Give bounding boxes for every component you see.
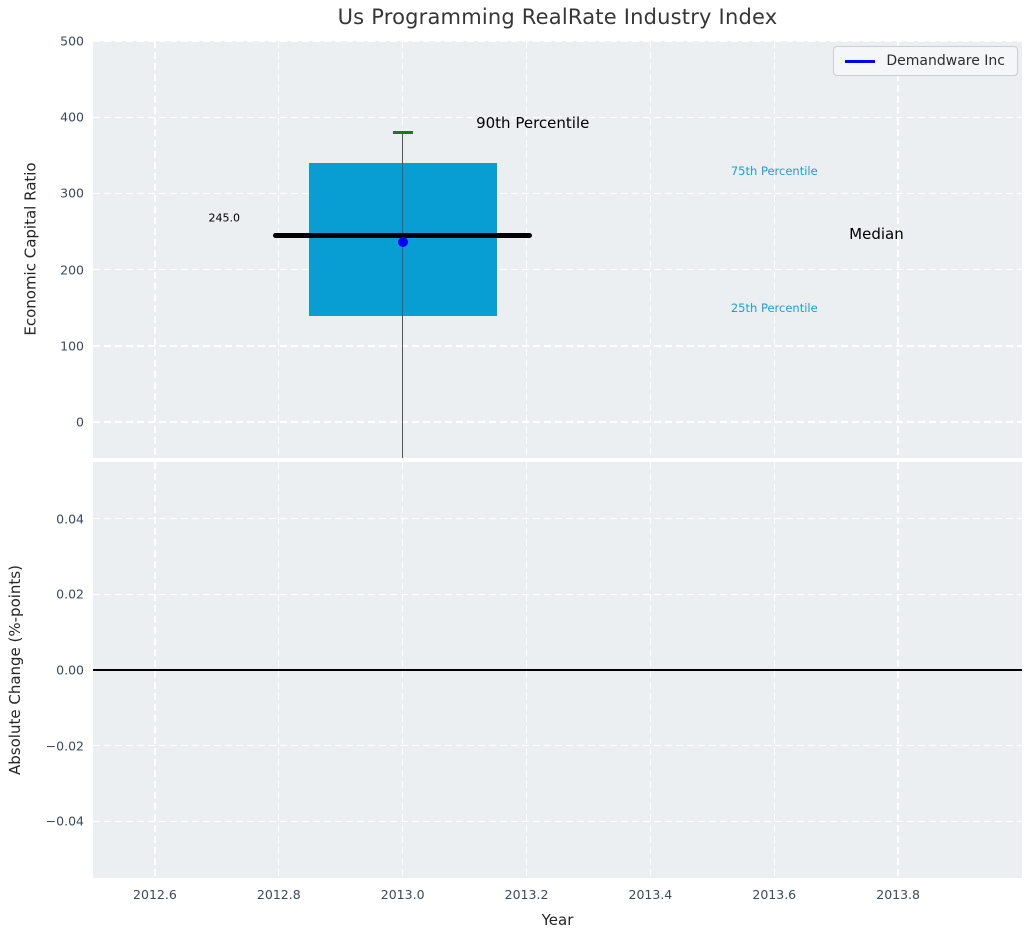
y-axis-label-bottom: Absolute Change (%-points) bbox=[6, 565, 24, 775]
y-tick-label: 100 bbox=[60, 338, 84, 354]
company-data-point bbox=[397, 237, 408, 248]
x-tick-label: 2013.6 bbox=[752, 887, 797, 902]
gridline-vertical bbox=[773, 41, 775, 458]
annotation-median: Median bbox=[849, 224, 904, 243]
x-tick-label: 2013.8 bbox=[876, 887, 920, 902]
gridline-horizontal bbox=[93, 269, 1022, 271]
top-plot-economic-capital-ratio: Demandware Inc 0 100 200 300 400 500 90th Perc… bbox=[60, 34, 1022, 458]
gridline-horizontal bbox=[93, 518, 1022, 520]
gridline-vertical bbox=[649, 41, 652, 458]
x-tick-label: 2013.0 bbox=[380, 887, 425, 902]
gridline-horizontal bbox=[93, 116, 1022, 118]
x-tick-label: 2012.8 bbox=[256, 887, 301, 902]
y-tick-label: 0 bbox=[76, 414, 84, 430]
y-tick-label: 200 bbox=[60, 262, 84, 278]
gridline-horizontal bbox=[93, 40, 1022, 42]
bottom-plot-absolute-change: 0.04 0.02 0.00 −0.02 −0.04 2012.6 2012.8 2013.0… bbox=[46, 462, 1022, 902]
gridline-vertical bbox=[278, 41, 280, 458]
zero-change-line bbox=[93, 669, 1022, 671]
legend: Demandware Inc bbox=[833, 46, 1018, 76]
x-tick-label: 2012.6 bbox=[133, 887, 177, 902]
gridline-horizontal bbox=[93, 744, 1022, 747]
gridline-horizontal bbox=[93, 820, 1022, 822]
annotation-75th-percentile: 75th Percentile bbox=[730, 163, 818, 178]
x-tick-label: 2013.2 bbox=[504, 887, 549, 902]
percentile-90-cap bbox=[392, 131, 413, 134]
gridline-horizontal bbox=[93, 593, 1022, 596]
gridline-vertical bbox=[897, 41, 899, 458]
y-tick-label: 0.04 bbox=[56, 511, 84, 527]
x-axis-label: Year bbox=[541, 911, 574, 929]
gridline-horizontal bbox=[93, 421, 1022, 423]
y-tick-label: 400 bbox=[60, 109, 84, 125]
y-tick-label: 0.00 bbox=[56, 662, 84, 678]
annotation-25th-percentile: 25th Percentile bbox=[730, 300, 818, 315]
gridline-vertical bbox=[525, 41, 528, 458]
y-tick-label: −0.04 bbox=[45, 813, 84, 829]
gridline-vertical bbox=[154, 41, 156, 458]
y-tick-label: −0.02 bbox=[45, 738, 84, 754]
annotation-90th-percentile: 90th Percentile bbox=[476, 114, 590, 133]
y-tick-label: 500 bbox=[60, 33, 84, 49]
gridline-horizontal bbox=[93, 192, 1022, 195]
legend-line-swatch bbox=[845, 59, 876, 63]
y-tick-label: 300 bbox=[60, 185, 84, 201]
y-axis-label-top: Economic Capital Ratio bbox=[21, 162, 40, 336]
gridline-horizontal bbox=[93, 345, 1022, 347]
chart-title: Us Programming RealRate Industry Index bbox=[337, 5, 778, 29]
annotation-245-0: 245.0 bbox=[208, 211, 241, 225]
whisker-line bbox=[401, 132, 404, 458]
y-tick-label: 0.02 bbox=[56, 586, 84, 602]
median-line bbox=[273, 232, 533, 238]
legend-label: Demandware Inc bbox=[886, 53, 1005, 69]
x-tick-label: 2013.4 bbox=[628, 887, 673, 902]
